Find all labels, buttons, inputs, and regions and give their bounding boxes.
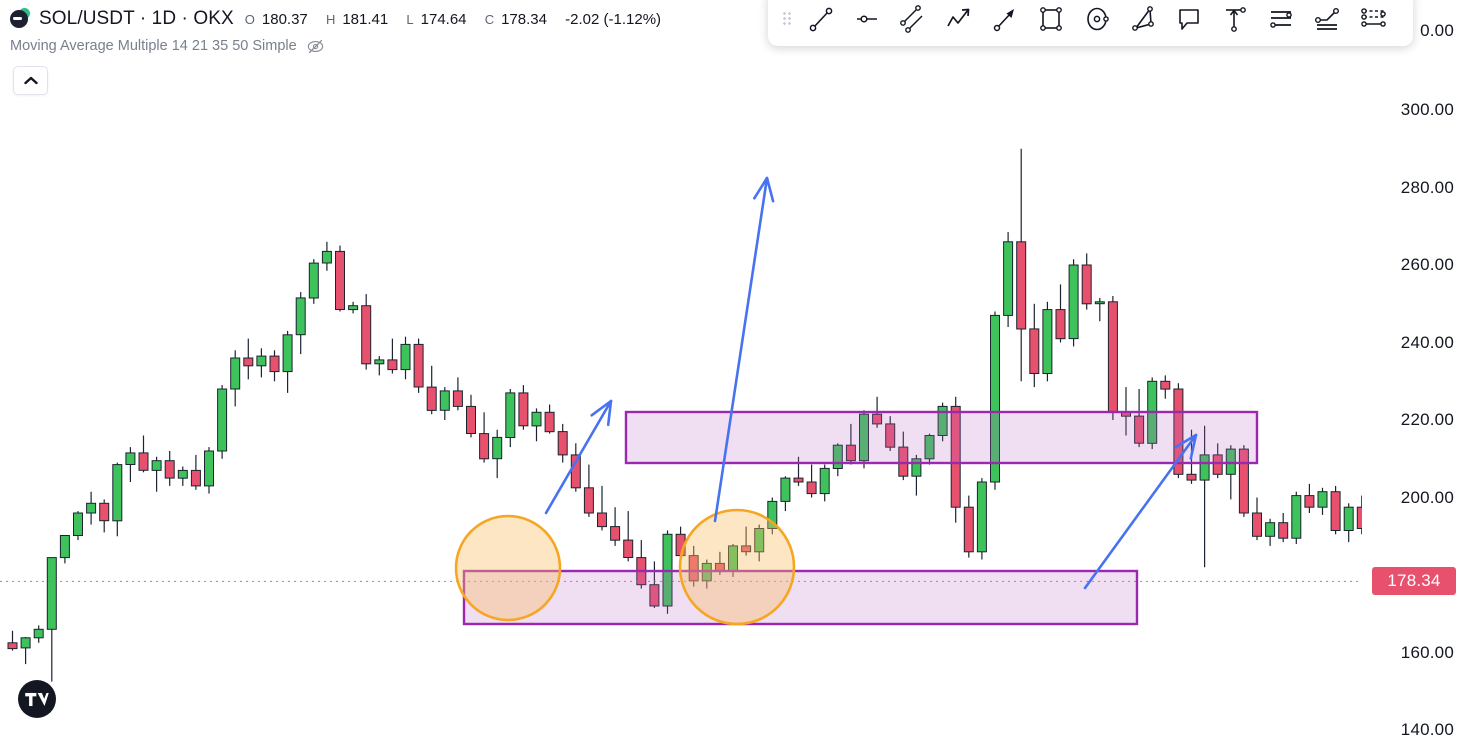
demand-highlight-2[interactable]: [678, 508, 796, 626]
price-tick: 220.00: [1400, 410, 1454, 429]
okx-coin-icon: [10, 8, 32, 30]
gann-fan-tool[interactable]: [1350, 0, 1396, 40]
rally-arrow-2-head: [753, 176, 775, 203]
price-tick: 0.00: [1420, 21, 1454, 40]
eye-off-icon[interactable]: [306, 37, 325, 56]
price-range-tool[interactable]: [1212, 0, 1258, 40]
ohlc-low-label: L: [406, 11, 414, 27]
ohlc-low-value: 174.64: [420, 10, 467, 28]
legend-indicator-row[interactable]: Moving Average Multiple 14 21 35 50 Simp…: [10, 36, 668, 56]
ohlc-close-label: C: [484, 11, 495, 27]
ohlc-high-label: H: [325, 11, 336, 27]
projection-arrow-3[interactable]: [1083, 433, 1198, 590]
triangle-tool[interactable]: [1120, 0, 1166, 40]
chart-legend: SOL/USDT · 1D · OKX O 180.37 H 181.41 L 174…: [10, 6, 668, 56]
demand-highlight-1[interactable]: [454, 514, 562, 622]
ohlc-high-value: 181.41: [342, 10, 389, 28]
legend-title-row: SOL/USDT · 1D · OKX O 180.37 H 181.41 L 174…: [10, 6, 668, 32]
rectangle-tool[interactable]: [1028, 0, 1074, 40]
arrow-tool[interactable]: [982, 0, 1028, 40]
parallel-channel-tool[interactable]: [890, 0, 936, 40]
ohlc-values: O 180.37 H 181.41 L 174.64 C 178.34 -2.02 (-…: [245, 11, 668, 28]
symbol-title[interactable]: SOL/USDT · 1D · OKX: [39, 8, 234, 29]
price-scale[interactable]: 300.00 280.00 260.00 240.00 220.00 200.00 160.…: [1362, 0, 1462, 739]
callout-tool[interactable]: [1166, 0, 1212, 40]
resistance-zone[interactable]: [624, 410, 1259, 465]
zigzag-arrow-tool[interactable]: [936, 0, 982, 40]
drawings-layer[interactable]: [0, 0, 1362, 736]
ohlc-close-value: 178.34: [501, 10, 547, 28]
price-change: -2.02 (-1.12%): [565, 10, 662, 28]
price-tick: 160.00: [1400, 642, 1454, 662]
support-zone[interactable]: [462, 569, 1139, 626]
rally-arrow-2[interactable]: [713, 176, 769, 523]
price-tick: 240.00: [1400, 332, 1454, 352]
projection-arrow-3-head: [1174, 433, 1198, 460]
horizontal-ray-tool[interactable]: [844, 0, 890, 40]
bounce-arrow-1-head: [590, 399, 613, 427]
price-tick: 300.00: [1400, 100, 1454, 119]
chart-plot-area[interactable]: [0, 0, 1407, 736]
indicator-title[interactable]: Moving Average Multiple 14 21 35 50 Simp…: [10, 38, 297, 54]
tradingview-logo[interactable]: [18, 680, 56, 718]
price-tick: 260.00: [1400, 255, 1454, 274]
chevron-up-icon: [23, 76, 38, 85]
drag-handle-icon[interactable]: [776, 0, 798, 40]
bounce-arrow-1[interactable]: [544, 399, 613, 515]
flat-top-bottom-tool[interactable]: [1258, 0, 1304, 40]
price-tick: 200.00: [1400, 487, 1454, 507]
price-tick: 280.00: [1400, 177, 1454, 197]
cyclic-lines-tool[interactable]: [1304, 0, 1350, 40]
trend-line-tool[interactable]: [798, 0, 844, 40]
ohlc-open-label: O: [244, 11, 255, 27]
ohlc-open-value: 180.37: [261, 10, 308, 28]
floating-drawing-toolbar[interactable]: [768, 0, 1413, 46]
price-tick: 140.00: [1400, 720, 1454, 739]
ellipse-tool[interactable]: [1074, 0, 1120, 40]
collapse-legend-button[interactable]: [13, 66, 48, 95]
current-price-badge[interactable]: 178.34: [1372, 567, 1456, 596]
